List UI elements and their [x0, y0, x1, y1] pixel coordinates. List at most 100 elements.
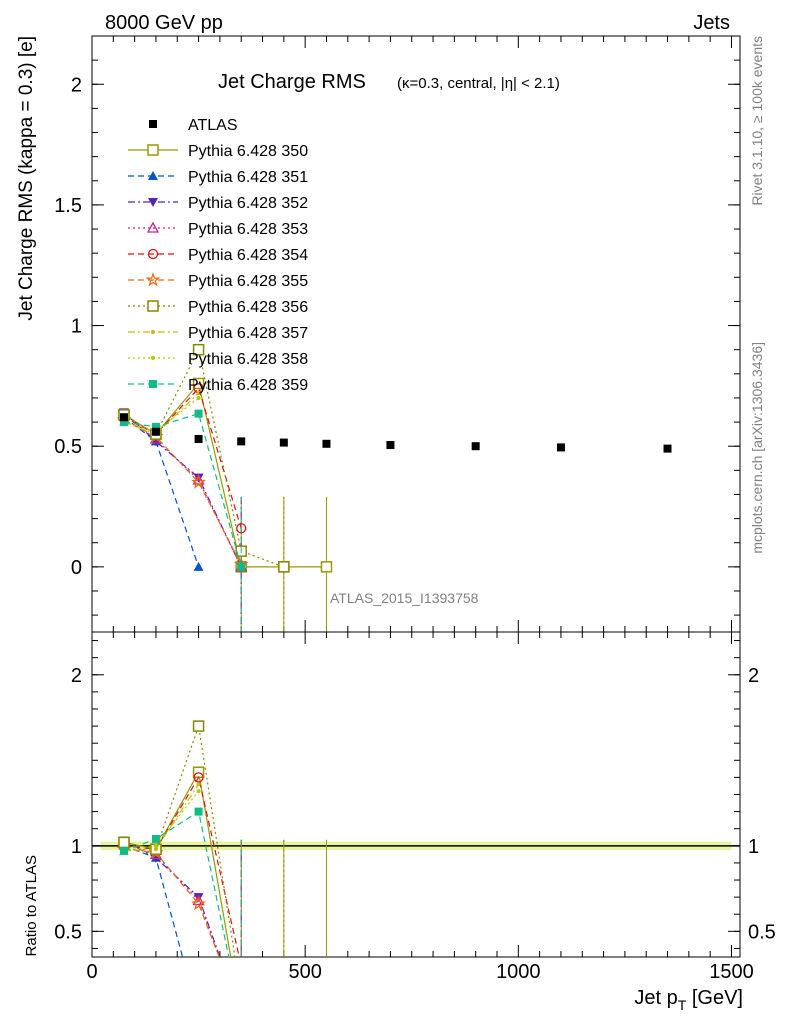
- main-title: Jet Charge RMS: [218, 71, 366, 93]
- series-point-356: [278, 561, 290, 573]
- main-y-tick-label: 1: [71, 316, 82, 338]
- legend-marker-351: [148, 171, 158, 180]
- main-y-tick-label: 0: [71, 557, 82, 579]
- ratio-line-358: [123, 790, 200, 852]
- ratio-line-351: [123, 845, 184, 957]
- main-subtitle: (κ=0.3, central, |η| < 2.1): [397, 75, 560, 92]
- ratio-point-352: [236, 1013, 246, 1022]
- legend-marker-354: [147, 248, 159, 260]
- ratio-line-355: [123, 848, 220, 957]
- series-point-359: [194, 409, 203, 418]
- atlas-data-point: [119, 413, 128, 422]
- legend: ATLAS Pythia 6.428 350 Pythia 6.428 351 Pyt…: [128, 117, 308, 394]
- main-series-group: [116, 343, 672, 632]
- ratio-point-351: [194, 1012, 204, 1021]
- main-y-tick-label: 1.5: [54, 195, 82, 217]
- series-line-355: [123, 419, 242, 565]
- ratio-point-354: [237, 961, 246, 970]
- legend-label-353: Pythia 6.428 353: [188, 221, 308, 238]
- ratio-line-352: [123, 840, 221, 957]
- atlas-data-point: [237, 437, 246, 446]
- legend-marker-353: [146, 221, 160, 233]
- ratio-point-353: [236, 1012, 246, 1021]
- atlas-data-point: [663, 444, 672, 453]
- ratio-frame: [91, 631, 741, 958]
- ratio-point-359: [119, 846, 128, 855]
- legend-label-358: Pythia 6.428 358: [188, 351, 308, 368]
- ratio-point-350: [236, 1012, 246, 1022]
- ratio-reference-group: [92, 841, 740, 851]
- series-point-355: [191, 474, 207, 489]
- legend-label-350: Pythia 6.428 350: [188, 143, 308, 160]
- ratio-point-358: [196, 789, 201, 794]
- legend-label-357: Pythia 6.428 357: [188, 325, 308, 342]
- series-point-357: [196, 391, 201, 396]
- series-point-351: [193, 561, 204, 571]
- legend-marker-358: [151, 356, 155, 360]
- legend-marker-355: [145, 272, 161, 287]
- ratio-point-356: [192, 720, 205, 732]
- legend-marker-350: [147, 144, 159, 156]
- ratio-point-356: [118, 836, 130, 849]
- ratio-point-359: [151, 834, 160, 843]
- x-tick-label: 1500: [709, 961, 754, 983]
- main-y-axis-label: Jet Charge RMS (kappa = 0.3) [e]: [16, 36, 37, 321]
- ratio-panel: 0.5 0.5 1 1 2 2 0 500 1000 1500: [54, 631, 776, 1022]
- ratio-y-tick-label-right: 0.5: [748, 921, 776, 943]
- legend-marker-atlas: [149, 120, 157, 128]
- ratio-y-tick-label: 2: [71, 665, 82, 687]
- legend-label-354: Pythia 6.428 354: [188, 247, 308, 264]
- series-point-358: [196, 395, 201, 400]
- atlas-data-point: [194, 434, 203, 443]
- ratio-point-354: [193, 772, 204, 783]
- series-line-359: [123, 412, 242, 568]
- atlas-data-point: [151, 427, 160, 436]
- atlas-data-point: [279, 438, 288, 447]
- legend-label-351: Pythia 6.428 351: [188, 169, 308, 186]
- ratio-point-355: [236, 1007, 247, 1018]
- series-point-359: [151, 422, 160, 431]
- legend-label-atlas: ATLAS: [188, 117, 238, 134]
- ratio-point-350: [321, 1012, 331, 1022]
- main-panel: 0 0.5 1 1.5 2: [54, 35, 741, 633]
- x-tick-label: 0: [86, 961, 97, 983]
- atlas-data-point: [471, 442, 480, 451]
- x-axis-label-main: Jet p: [634, 987, 677, 1009]
- ratio-point-358: [153, 843, 158, 848]
- ratio-series-group: [116, 720, 331, 1022]
- ratio-line-354: [123, 775, 240, 957]
- ratio-y-tick-label-right: 1: [748, 836, 759, 858]
- x-tick-label: 500: [288, 961, 321, 983]
- ratio-y-axis-label: Ratio to ATLAS: [23, 855, 40, 956]
- ratio-point-357: [196, 782, 201, 787]
- ratio-point-350: [279, 1012, 289, 1022]
- ratio-point-356: [236, 991, 246, 1001]
- x-axis-label-subscript: T: [678, 997, 687, 1013]
- ratio-y-tick-label-right: 2: [748, 665, 759, 687]
- x-axis-label-unit: [GeV]: [686, 987, 743, 1009]
- ratio-point-356: [279, 1012, 289, 1022]
- energy-label: 8000 GeV pp: [105, 12, 223, 34]
- series-line-358: [123, 397, 199, 433]
- rivet-version-label: Rivet 3.1.10, ≥ 100k events: [749, 36, 765, 206]
- ratio-point-355: [191, 896, 207, 911]
- x-axis-label: Jet pT [GeV]: [634, 987, 743, 1013]
- process-label: Jets: [693, 12, 730, 34]
- atlas-data-point: [322, 439, 331, 448]
- series-point-356: [192, 343, 205, 356]
- ratio-y-tick-label: 1: [71, 836, 82, 858]
- mcplots-credit-label: mcplots.cern.ch [arXiv:1306.3436]: [749, 342, 765, 554]
- atlas-data-point: [386, 440, 395, 449]
- legend-marker-359: [149, 380, 157, 388]
- ratio-point-359: [194, 807, 203, 816]
- legend-marker-356: [147, 300, 159, 312]
- main-y-tick-label: 2: [71, 74, 82, 96]
- ratio-y-tick-label: 0.5: [54, 921, 82, 943]
- series-point-350: [320, 561, 333, 573]
- ratio-line-357: [123, 783, 200, 852]
- series-point-359: [119, 418, 128, 427]
- series-line-354: [123, 387, 242, 529]
- ratio-point-357: [153, 847, 158, 852]
- ratio-point-359: [237, 1013, 245, 1021]
